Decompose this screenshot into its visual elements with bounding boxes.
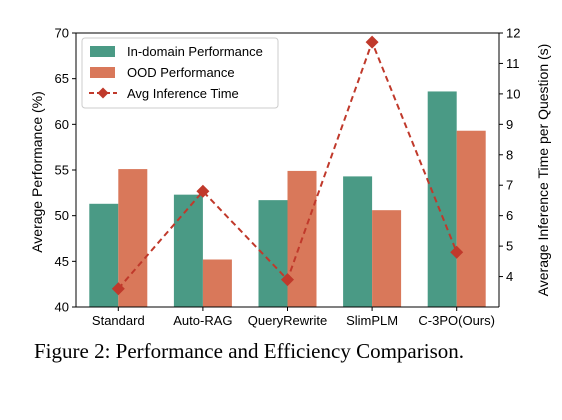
x-tick-label-1: Auto-RAG (173, 313, 232, 328)
inference-time-point-4 (450, 245, 464, 259)
legend-swatch-1 (90, 67, 115, 78)
bar-in-domain-0 (89, 203, 119, 307)
left-tick-label-50: 50 (55, 208, 69, 223)
bar-ood-4 (456, 130, 486, 307)
inference-time-point-2 (281, 273, 294, 287)
bar-in-domain-4 (427, 91, 457, 307)
legend-marker-2 (97, 87, 109, 99)
inference-time-point-0 (111, 282, 125, 296)
right-tick-label-11: 11 (506, 56, 520, 71)
left-tick-label-65: 65 (55, 71, 69, 86)
x-tick-label-4: C-3PO(Ours) (418, 313, 495, 328)
right-tick-label-9: 9 (506, 117, 513, 132)
x-tick-label-2: QueryRewrite (248, 313, 327, 328)
right-tick-label-12: 12 (506, 26, 520, 41)
right-tick-label-4: 4 (506, 269, 513, 284)
figure-caption: Figure 2: Performance and Efficiency Com… (34, 339, 464, 363)
legend-label-0: In-domain Performance (127, 44, 263, 59)
legend-label-2: Avg Inference Time (127, 86, 239, 101)
right-tick-label-5: 5 (506, 239, 513, 254)
right-tick-label-6: 6 (506, 208, 513, 223)
y-axis-label-right: Average Inference Time per Question (s) (535, 44, 551, 297)
inference-time-point-3 (365, 35, 379, 49)
left-tick-label-70: 70 (55, 26, 69, 41)
bar-ood-3 (372, 210, 402, 307)
legend-label-1: OOD Performance (127, 65, 235, 80)
bar-in-domain-1 (173, 194, 203, 307)
x-tick-label-0: Standard (92, 313, 145, 328)
right-tick-label-10: 10 (506, 86, 520, 101)
bar-ood-1 (202, 259, 232, 307)
left-tick-label-40: 40 (55, 300, 69, 315)
y-axis-label-left: Average Performance (%) (29, 91, 45, 253)
left-tick-label-45: 45 (55, 254, 69, 269)
performance-efficiency-chart: Average Performance (%) Average Inferenc… (29, 26, 551, 329)
inference-time-point-1 (196, 184, 210, 198)
legend-swatch-0 (90, 46, 115, 57)
x-tick-label-3: SlimPLM (346, 313, 398, 328)
left-tick-label-55: 55 (55, 163, 69, 178)
left-tick-label-60: 60 (55, 117, 69, 132)
legend-box (81, 37, 279, 109)
bar-ood-0 (118, 169, 148, 307)
right-tick-label-7: 7 (506, 178, 513, 193)
right-tick-label-8: 8 (506, 147, 513, 162)
bar-in-domain-3 (343, 176, 373, 307)
